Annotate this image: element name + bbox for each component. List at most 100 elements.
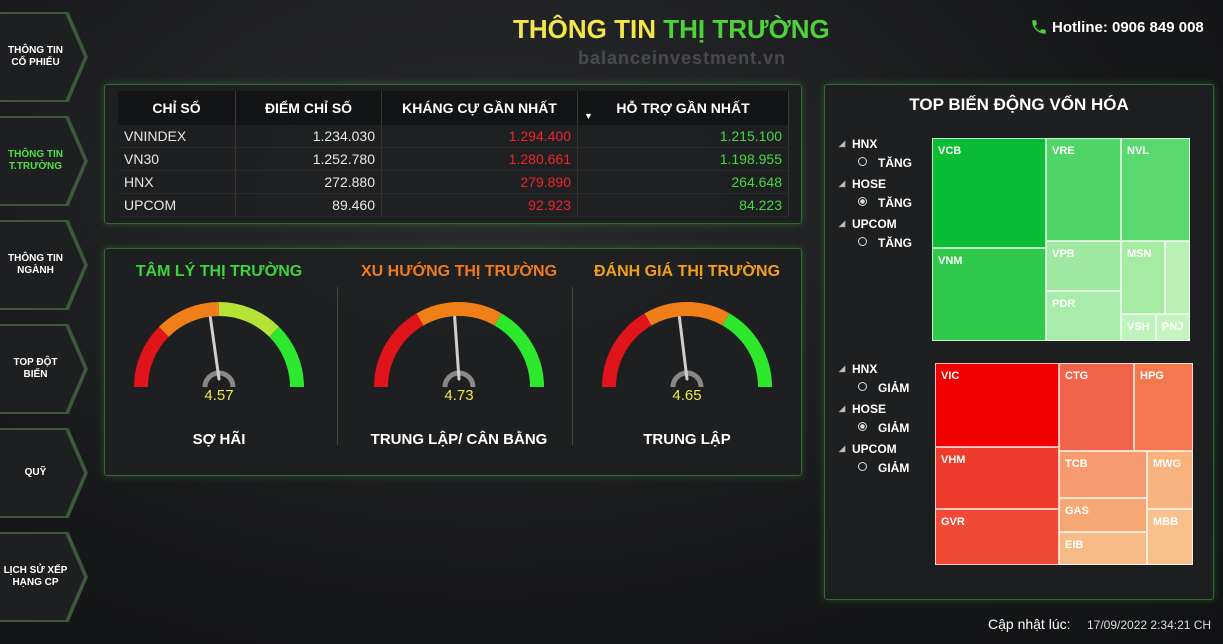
treemap-tile[interactable]: HPG	[1134, 363, 1193, 451]
nav-item[interactable]: QUỸ	[0, 428, 88, 518]
treemap-tile[interactable]: VIC	[935, 363, 1059, 447]
treemap-tile[interactable]: EIB	[1059, 532, 1147, 565]
gauge-label: TRUNG LẬP/ CÂN BẰNG	[370, 431, 548, 448]
treemap-tile[interactable]: GAS	[1059, 498, 1147, 532]
table-cell: 279.890	[381, 170, 578, 194]
column-header-text: HỖ TRỢ GẦN NHẤT	[616, 100, 750, 116]
table-cell: UPCOM	[118, 193, 236, 217]
gauge-segment	[416, 302, 502, 326]
gauge-segment	[218, 302, 280, 337]
nav-label: T.TRƯỜNG	[9, 161, 62, 172]
radio-label[interactable]: GIẢM	[878, 421, 910, 435]
gauge	[374, 302, 544, 388]
gauge-value: 4.73	[444, 387, 474, 404]
exchange-label: UPCOM	[852, 217, 897, 231]
treemap-tile[interactable]: VHM	[935, 447, 1059, 509]
gauge-value: 4.57	[204, 387, 234, 404]
treemap-tile[interactable]: MWG	[1147, 451, 1193, 509]
expand-icon: ◢	[839, 404, 846, 413]
treemap-tile[interactable]: TCB	[1059, 451, 1147, 498]
radio-label[interactable]: TĂNG	[878, 196, 912, 210]
gauge-label: TRUNG LẬP	[643, 431, 731, 448]
nav-body: TOP ĐỘT BIẾN	[0, 326, 85, 412]
treemap-tile[interactable]: GVR	[935, 509, 1059, 565]
exchange-label: HNX	[852, 137, 878, 151]
gauge-title: ĐÁNH GIÁ THỊ TRƯỜNG	[593, 263, 781, 280]
table-row: UPCOM 89.460 92.923 84.223	[118, 193, 789, 217]
nav-item[interactable]: THÔNG TIN CỔ PHIẾU	[0, 12, 88, 102]
treemap-tile[interactable]: PNJ	[1156, 314, 1190, 341]
nav-item[interactable]: LỊCH SỬ XẾP HẠNG CP	[0, 532, 88, 622]
nav-label: BIẾN	[23, 369, 48, 380]
treemap-tile[interactable]: CTG	[1059, 363, 1134, 451]
treemap-tile[interactable]: VSH	[1121, 314, 1156, 341]
nav-item[interactable]: THÔNG TIN NGÀNH	[0, 220, 88, 310]
gauge-segment	[134, 326, 169, 388]
treemap-tile[interactable]: VPB	[1046, 241, 1121, 291]
table-row: HNX 272.880 279.890 264.648	[118, 170, 789, 194]
divider	[337, 287, 338, 445]
treemap-tile[interactable]: VRE	[1046, 138, 1121, 241]
gauge-panel: TÂM LÝ THỊ TRƯỜNG 4.57 SỢ HÃI XU HƯỚNG THỊ …	[104, 248, 802, 476]
radio-button[interactable]	[858, 422, 867, 431]
table-cell: 1.198.955	[577, 147, 789, 171]
radio-label[interactable]: GIẢM	[878, 461, 910, 475]
gauge-needle	[677, 315, 689, 381]
nav-label: HẠNG CP	[12, 577, 59, 588]
column-header-text: KHÁNG CỰ GẦN NHẤT	[402, 100, 557, 116]
radio-button[interactable]	[858, 462, 867, 471]
radio-button[interactable]	[858, 237, 867, 246]
nav-label: NGÀNH	[17, 265, 54, 276]
gauge-segment	[494, 313, 544, 388]
treemap-tile[interactable]: NVL	[1121, 138, 1190, 241]
table-cell: 264.648	[577, 170, 789, 194]
treemap-tile[interactable]: PDR	[1046, 291, 1121, 341]
gauge	[134, 302, 304, 388]
radio-button[interactable]	[858, 382, 867, 391]
nav-label: THÔNG TIN	[8, 45, 63, 56]
gauge-needle	[208, 316, 221, 381]
treemap-tile[interactable]: MSN	[1121, 241, 1165, 314]
gauge	[602, 302, 772, 388]
table-cell: VNINDEX	[118, 125, 236, 148]
hotline-text: Hotline: 0906 849 008	[1052, 18, 1204, 36]
column-header: KHÁNG CỰ GẦN NHẤT	[381, 91, 578, 125]
top-movers-panel: TOP BIẾN ĐỘNG VỐN HÓA ◢ HNX TĂNG ◢ HOSE TĂNG ◢…	[824, 84, 1214, 600]
treemap-tile	[1165, 241, 1190, 314]
nav-body: THÔNG TIN NGÀNH	[0, 222, 85, 308]
nav-label: TOP ĐỘT	[13, 357, 58, 368]
exchange-label: HOSE	[852, 402, 887, 416]
treemap-tile[interactable]: VNM	[932, 248, 1046, 341]
nav-label: THÔNG TIN	[8, 253, 63, 264]
nav-body: THÔNG TIN T.TRƯỜNG	[0, 118, 85, 204]
gauge-label: SỢ HÃI	[192, 431, 246, 448]
nav-item[interactable]: TOP ĐỘT BIẾN	[0, 324, 88, 414]
gauge-segment	[644, 302, 730, 326]
title-part: THÔNG TIN	[513, 14, 656, 44]
radio-button[interactable]	[858, 197, 867, 206]
radio-button[interactable]	[858, 157, 867, 166]
nav-label: THÔNG TIN	[8, 149, 63, 160]
column-header: ĐIỂM CHỈ SỐ	[235, 91, 382, 125]
gauge-segment	[602, 313, 652, 388]
hotline[interactable]: Hotline: 0906 849 008	[1030, 18, 1204, 36]
divider	[572, 287, 573, 445]
table-row: VNINDEX 1.234.030 1.294.400 1.215.100	[118, 125, 789, 148]
nav-label: LỊCH SỬ XẾP	[3, 565, 68, 576]
radio-label[interactable]: GIẢM	[878, 381, 910, 395]
nav-label: CỔ PHIẾU	[11, 57, 60, 68]
radio-label[interactable]: TĂNG	[878, 156, 912, 170]
expand-icon: ◢	[839, 444, 846, 453]
table-row: VN30 1.252.780 1.280.661 1.198.955	[118, 147, 789, 171]
nav-body: LỊCH SỬ XẾP HẠNG CP	[0, 534, 85, 620]
treemap-tile[interactable]: VCB	[932, 138, 1046, 248]
expand-icon: ◢	[839, 219, 846, 228]
treemap-tile[interactable]: MBB	[1147, 509, 1193, 565]
nav-item[interactable]: THÔNG TIN T.TRƯỜNG	[0, 116, 88, 206]
table-cell: VN30	[118, 147, 236, 171]
watermark: balanceinvestment.vn	[578, 48, 787, 68]
table-cell: 1.234.030	[235, 125, 382, 148]
expand-icon: ◢	[839, 179, 846, 188]
radio-label[interactable]: TĂNG	[878, 236, 912, 250]
